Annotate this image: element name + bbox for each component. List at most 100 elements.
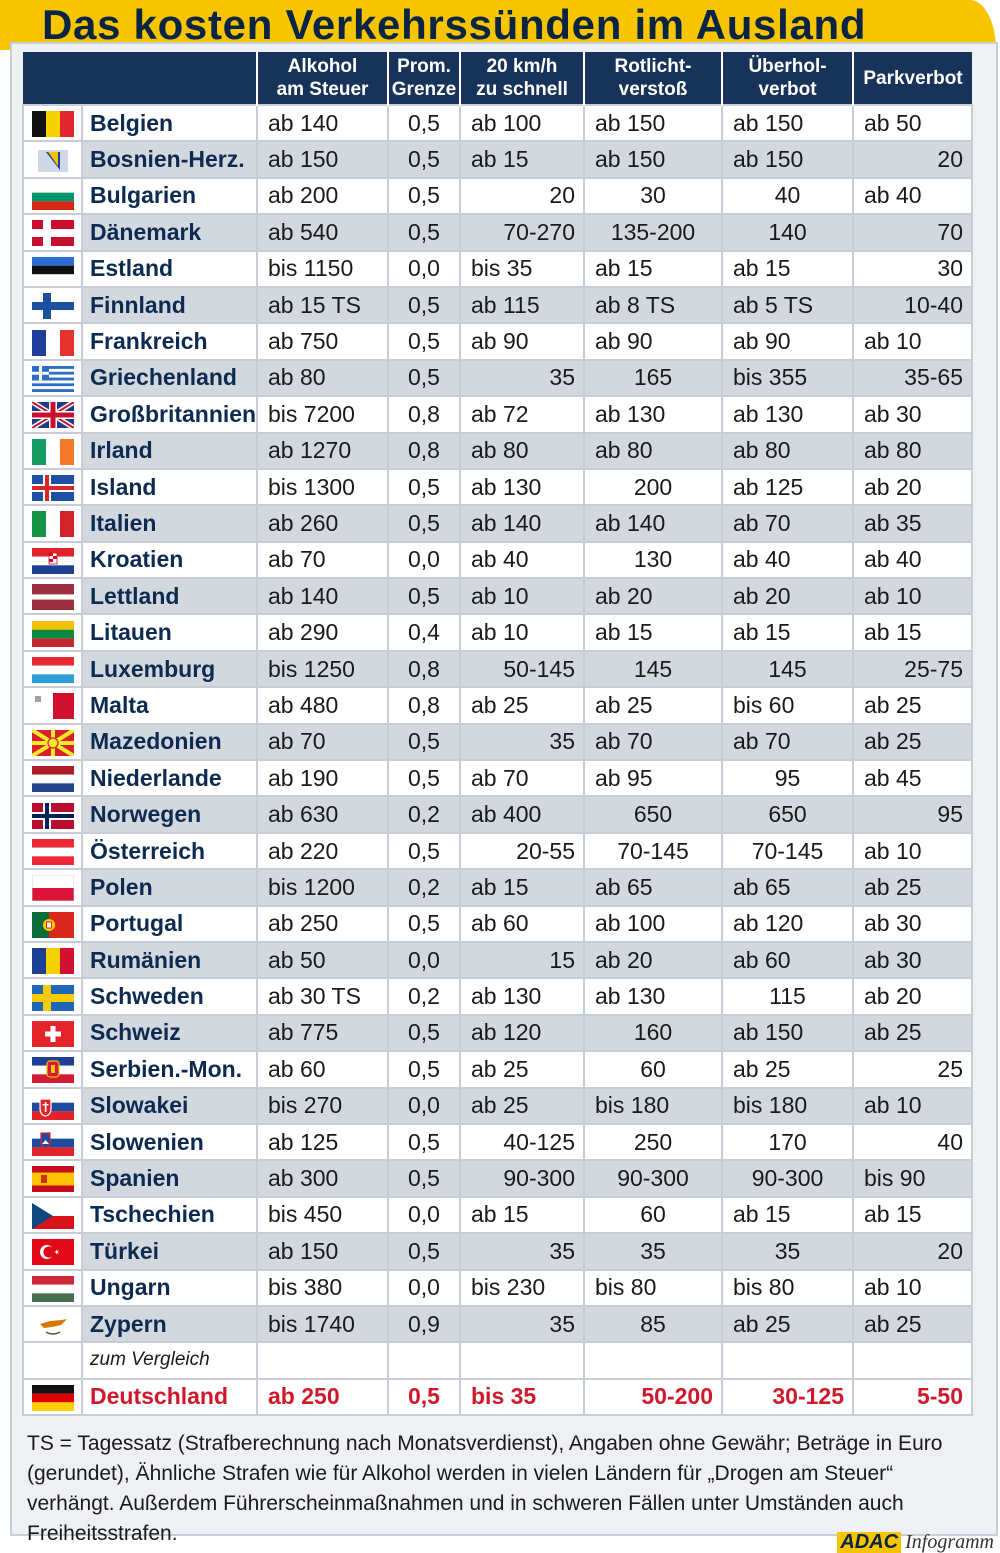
table-row: Litauen ab 290 0,4 ab 10 ab 15 ab 15 ab 15 xyxy=(22,613,973,652)
value-cell: 0,0 xyxy=(387,1086,461,1125)
value-cell: ab 80 xyxy=(721,431,854,470)
value-cell: 0,8 xyxy=(387,395,461,434)
value-cell: ab 50 xyxy=(852,103,973,143)
value-cell: 0,5 xyxy=(387,1050,461,1089)
flag-slovenia-icon xyxy=(31,1130,74,1157)
value-cell: ab 750 xyxy=(256,322,389,361)
value-cell: ab 90 xyxy=(721,322,854,361)
value-cell: ab 70 xyxy=(721,504,854,543)
flag-cell xyxy=(22,649,83,689)
value-cell: 35 xyxy=(721,1232,854,1271)
value-cell: 20 xyxy=(852,1232,973,1271)
country-name: Kroatien xyxy=(81,540,258,580)
table-row: Portugal ab 250 0,5 ab 60 ab 100 ab 120 ab 30 xyxy=(22,904,973,943)
value-cell: 35 xyxy=(583,1232,723,1271)
value-cell: 30 xyxy=(583,176,723,216)
value-cell: bis 80 xyxy=(721,1268,854,1307)
value-cell: 70-270 xyxy=(459,213,585,252)
value-cell: ab 70 xyxy=(583,722,723,762)
flag-cell xyxy=(22,1195,83,1235)
value-cell: ab 300 xyxy=(256,1159,389,1198)
value-cell: 15 xyxy=(459,940,585,980)
value-cell: ab 15 xyxy=(583,613,723,652)
value-cell: ab 10 xyxy=(852,322,973,361)
value-cell: 70-145 xyxy=(721,831,854,871)
value-cell: ab 70 xyxy=(256,540,389,580)
value-cell: ab 125 xyxy=(721,467,854,507)
country-name: Malta xyxy=(81,686,258,725)
value-cell: ab 100 xyxy=(459,103,585,143)
value-cell: bis 7200 xyxy=(256,395,389,434)
flag-estonia-icon xyxy=(31,256,74,283)
table-row: Finnland ab 15 TS 0,5 ab 115 ab 8 TS ab 5 TS 1… xyxy=(22,285,973,325)
value-cell: bis 80 xyxy=(583,1268,723,1307)
value-cell: ab 150 xyxy=(721,1013,854,1053)
value-cell: bis 450 xyxy=(256,1195,389,1235)
country-name: Slowakei xyxy=(81,1086,258,1125)
flag-sweden-icon xyxy=(31,984,74,1011)
germany-flag-cell xyxy=(22,1377,83,1417)
comparison-label: zum Vergleich xyxy=(81,1341,258,1380)
value-cell: 130 xyxy=(583,540,723,580)
table-row: Türkei ab 150 0,5 35 35 35 20 xyxy=(22,1232,973,1271)
value-cell: ab 30 xyxy=(852,395,973,434)
value-cell: 60 xyxy=(583,1195,723,1235)
value-cell: ab 15 xyxy=(459,1195,585,1235)
value-cell: 650 xyxy=(721,795,854,834)
table-row: Malta ab 480 0,8 ab 25 ab 25 bis 60 ab 25 xyxy=(22,686,973,725)
table-row: Tschechien bis 450 0,0 ab 15 60 ab 15 ab 15 xyxy=(22,1195,973,1235)
value-cell: ab 775 xyxy=(256,1013,389,1053)
value-cell: 90-300 xyxy=(583,1159,723,1198)
germany-value: 5-50 xyxy=(852,1377,973,1417)
value-cell: 40-125 xyxy=(459,1122,585,1162)
country-name: Polen xyxy=(81,868,258,907)
flag-cell xyxy=(22,358,83,398)
germany-row: Deutschland ab 250 0,5 bis 35 50-200 30-… xyxy=(22,1377,973,1417)
value-cell: ab 190 xyxy=(256,759,389,798)
country-name: Lettland xyxy=(81,577,258,616)
fines-table: Alkohol am Steuer Prom. Grenze 20 km/h zu s… xyxy=(22,52,973,1417)
country-name: Zypern xyxy=(81,1304,258,1344)
value-cell: ab 72 xyxy=(459,395,585,434)
value-cell: ab 140 xyxy=(459,504,585,543)
table-row: Ungarn bis 380 0,0 bis 230 bis 80 bis 80 ab 10 xyxy=(22,1268,973,1307)
value-cell: ab 15 xyxy=(852,1195,973,1235)
value-cell: bis 380 xyxy=(256,1268,389,1307)
flag-cell xyxy=(22,176,83,216)
value-cell: ab 20 xyxy=(583,577,723,616)
value-cell: 0,5 xyxy=(387,140,461,179)
flag-bulgaria-icon xyxy=(31,183,74,210)
germany-value: bis 35 xyxy=(459,1377,585,1417)
flag-poland-icon xyxy=(31,875,74,902)
brand-mark: ADAC Infogramm xyxy=(837,1532,994,1553)
value-cell: ab 130 xyxy=(583,395,723,434)
flag-cell xyxy=(22,285,83,325)
flag-ireland-icon xyxy=(31,438,74,465)
value-cell: 0,5 xyxy=(387,358,461,398)
flag-cell xyxy=(22,103,83,143)
value-cell: 170 xyxy=(721,1122,854,1162)
table-row: Irland ab 1270 0,8 ab 80 ab 80 ab 80 ab 80 xyxy=(22,431,973,470)
value-cell: ab 80 xyxy=(583,431,723,470)
table-row: Niederlande ab 190 0,5 ab 70 ab 95 95 ab 45 xyxy=(22,759,973,798)
country-name: Schweiz xyxy=(81,1013,258,1053)
flag-cell xyxy=(22,904,83,943)
country-name: Dänemark xyxy=(81,213,258,252)
table-row: Belgien ab 140 0,5 ab 100 ab 150 ab 150 ab 50 xyxy=(22,103,973,143)
flag-cell xyxy=(22,322,83,361)
value-cell: ab 95 xyxy=(583,759,723,798)
value-cell: ab 90 xyxy=(459,322,585,361)
value-cell: 0,2 xyxy=(387,977,461,1016)
value-cell: 250 xyxy=(583,1122,723,1162)
value-cell: 40 xyxy=(721,176,854,216)
value-cell: ab 115 xyxy=(459,285,585,325)
value-cell: bis 270 xyxy=(256,1086,389,1125)
value-cell: ab 10 xyxy=(459,577,585,616)
value-cell: 60 xyxy=(583,1050,723,1089)
value-cell: 20 xyxy=(852,140,973,179)
country-name: Mazedonien xyxy=(81,722,258,762)
value-cell: ab 40 xyxy=(852,176,973,216)
value-cell: 0,2 xyxy=(387,868,461,907)
country-name: Luxemburg xyxy=(81,649,258,689)
value-cell: ab 250 xyxy=(256,904,389,943)
